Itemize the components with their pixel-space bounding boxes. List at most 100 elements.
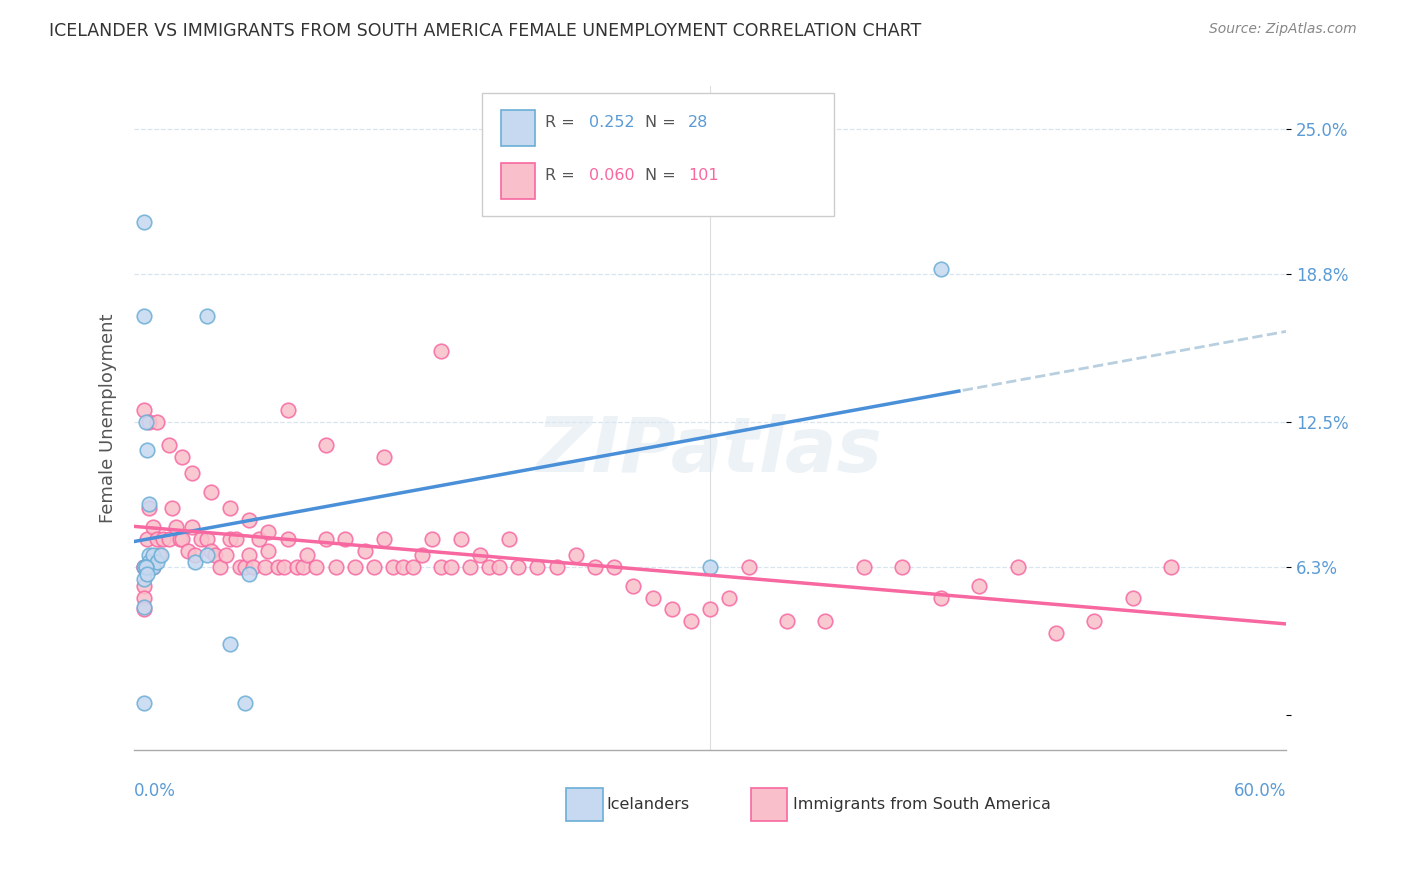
Point bbox=[177, 543, 200, 558]
Point bbox=[420, 532, 443, 546]
Point bbox=[277, 532, 299, 546]
Point bbox=[146, 555, 169, 569]
Point bbox=[136, 567, 159, 582]
Point bbox=[343, 560, 366, 574]
Point bbox=[132, 309, 155, 323]
Point bbox=[235, 560, 257, 574]
Point bbox=[603, 560, 626, 574]
Point bbox=[814, 614, 837, 628]
Point bbox=[583, 560, 606, 574]
Point bbox=[623, 579, 645, 593]
Point bbox=[267, 560, 290, 574]
Point bbox=[891, 560, 914, 574]
Point bbox=[146, 532, 169, 546]
Point bbox=[335, 532, 357, 546]
Point bbox=[458, 560, 481, 574]
Point bbox=[225, 532, 247, 546]
Point bbox=[132, 579, 155, 593]
Text: 0.060: 0.060 bbox=[589, 169, 636, 184]
Text: ZIPatlas: ZIPatlas bbox=[537, 415, 883, 488]
Point bbox=[277, 403, 299, 417]
Point bbox=[373, 450, 395, 464]
Point bbox=[170, 532, 193, 546]
Text: 0.252: 0.252 bbox=[589, 115, 636, 130]
Point bbox=[253, 560, 276, 574]
Point bbox=[718, 591, 741, 605]
Point bbox=[699, 602, 721, 616]
Point bbox=[132, 599, 155, 614]
Text: Immigrants from South America: Immigrants from South America bbox=[793, 797, 1052, 812]
Text: 101: 101 bbox=[689, 169, 718, 184]
Point bbox=[132, 572, 155, 586]
Point bbox=[546, 560, 568, 574]
Point bbox=[135, 560, 157, 574]
Text: R =: R = bbox=[546, 169, 581, 184]
Point bbox=[165, 520, 187, 534]
Point bbox=[315, 532, 337, 546]
FancyBboxPatch shape bbox=[751, 788, 787, 821]
Point bbox=[149, 549, 172, 563]
Point bbox=[157, 438, 180, 452]
Point bbox=[315, 438, 337, 452]
Point bbox=[526, 560, 548, 574]
Point bbox=[136, 532, 159, 546]
Point bbox=[138, 549, 160, 563]
Point bbox=[565, 549, 588, 563]
Point bbox=[180, 467, 202, 481]
Point bbox=[929, 591, 952, 605]
Point bbox=[1160, 560, 1182, 574]
Text: N =: N = bbox=[644, 115, 681, 130]
Point bbox=[204, 549, 226, 563]
Point bbox=[132, 560, 155, 574]
Point bbox=[292, 560, 315, 574]
Point bbox=[242, 560, 264, 574]
Point bbox=[138, 415, 160, 429]
Point bbox=[363, 560, 385, 574]
Point bbox=[219, 532, 242, 546]
Point bbox=[679, 614, 702, 628]
FancyBboxPatch shape bbox=[501, 110, 536, 146]
Point bbox=[132, 591, 155, 605]
Point bbox=[135, 560, 157, 574]
Point bbox=[235, 696, 257, 710]
Point bbox=[382, 560, 405, 574]
Point bbox=[138, 501, 160, 516]
Point bbox=[1045, 625, 1067, 640]
Point bbox=[132, 403, 155, 417]
FancyBboxPatch shape bbox=[567, 788, 603, 821]
Point bbox=[305, 560, 328, 574]
Point bbox=[135, 415, 157, 429]
Point bbox=[247, 532, 270, 546]
Point bbox=[353, 543, 375, 558]
Point bbox=[440, 560, 463, 574]
Point bbox=[257, 543, 280, 558]
Point bbox=[162, 501, 184, 516]
Text: R =: R = bbox=[546, 115, 581, 130]
Point bbox=[195, 309, 218, 323]
Point bbox=[138, 555, 160, 569]
Point bbox=[146, 415, 169, 429]
Point bbox=[257, 524, 280, 539]
Point bbox=[132, 560, 155, 574]
Text: Icelanders: Icelanders bbox=[606, 797, 690, 812]
Point bbox=[641, 591, 664, 605]
Point bbox=[238, 513, 260, 527]
Point bbox=[200, 543, 222, 558]
Point bbox=[184, 549, 207, 563]
Point bbox=[170, 450, 193, 464]
Point bbox=[132, 602, 155, 616]
Point bbox=[430, 344, 453, 359]
Point bbox=[498, 532, 520, 546]
Point bbox=[295, 549, 318, 563]
Point bbox=[157, 532, 180, 546]
Point bbox=[401, 560, 423, 574]
Point bbox=[169, 532, 191, 546]
Text: 28: 28 bbox=[689, 115, 709, 130]
Point bbox=[190, 532, 212, 546]
Point bbox=[180, 520, 202, 534]
Point bbox=[136, 442, 159, 457]
Point bbox=[273, 560, 295, 574]
Point bbox=[209, 560, 232, 574]
Point bbox=[142, 549, 165, 563]
Point bbox=[200, 485, 222, 500]
